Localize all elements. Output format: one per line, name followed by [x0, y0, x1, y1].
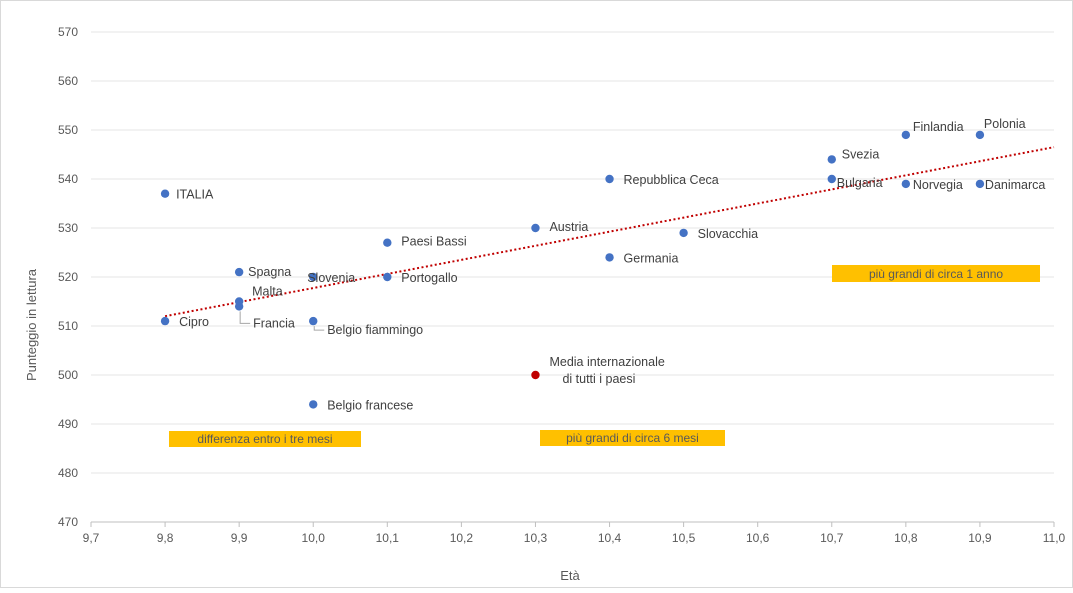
data-point — [160, 189, 170, 198]
data-point — [901, 179, 911, 189]
annotation-text: più grandi di circa 6 mesi — [566, 431, 699, 445]
data-point — [605, 253, 614, 262]
data-point — [234, 302, 244, 311]
y-tick-label: 500 — [58, 368, 78, 382]
point-label: Polonia — [984, 117, 1026, 131]
y-tick-label: 490 — [58, 417, 78, 431]
point-label: Cipro — [179, 315, 209, 329]
data-point — [309, 316, 318, 326]
y-tick-label: 470 — [58, 515, 78, 529]
y-tick-label: 540 — [58, 172, 78, 186]
point-label: Germania — [624, 251, 679, 265]
point-label: Paesi Bassi — [401, 235, 466, 249]
x-tick-label: 10,2 — [450, 531, 474, 545]
y-tick-label: 530 — [58, 221, 78, 235]
x-tick-label: 10,1 — [376, 531, 400, 545]
annotation-box — [169, 431, 361, 447]
data-point — [975, 179, 985, 189]
point-label: Svezia — [842, 147, 880, 161]
data-point — [383, 272, 392, 282]
point-label: Francia — [253, 316, 295, 330]
point-label: Norvegia — [913, 178, 963, 192]
leader-lines — [239, 311, 325, 331]
x-tick-label: 10,3 — [524, 531, 548, 545]
y-tick-label: 480 — [58, 466, 78, 480]
data-point — [605, 174, 614, 184]
annotation-box — [540, 430, 725, 446]
point-label: Repubblica Ceca — [624, 173, 719, 187]
point-label: Danimarca — [985, 178, 1045, 192]
x-axis-title: Età — [560, 568, 580, 583]
x-tick-label: 10,0 — [302, 531, 326, 545]
x-tick-label: 9,8 — [157, 531, 174, 545]
data-point — [160, 316, 170, 326]
y-axis-title: Punteggio in lettura — [24, 268, 39, 381]
x-tick-label: 10,4 — [598, 531, 622, 545]
y-tick-label: 550 — [58, 123, 78, 137]
y-tick-label: 570 — [58, 25, 78, 39]
annotation-box — [832, 265, 1040, 282]
x-tick-label: 9,7 — [83, 531, 100, 545]
point-label: Finlandia — [913, 120, 964, 134]
point-label: Bulgaria — [837, 176, 883, 190]
data-point — [531, 223, 540, 233]
point-label: Belgio fiammingo — [327, 323, 423, 337]
x-tick-label: 10,8 — [894, 531, 918, 545]
annotation-text: differenza entro i tre mesi — [197, 432, 332, 446]
point-label: Spagna — [248, 265, 291, 279]
data-point — [309, 400, 318, 409]
data-point — [975, 130, 985, 140]
x-tick-label: 10,6 — [746, 531, 770, 545]
y-tick-label: 560 — [58, 74, 78, 88]
point-label: Malta — [252, 285, 283, 299]
point-label: Slovenia — [307, 271, 355, 285]
data-point — [901, 130, 911, 140]
x-tick-label: 11,0 — [1043, 531, 1066, 545]
data-point — [679, 228, 688, 238]
point-label: di tutti i paesi — [562, 372, 635, 386]
y-tick-label: 520 — [58, 270, 78, 284]
x-tick-label: 10,5 — [672, 531, 696, 545]
annotation-boxes: differenza entro i tre mesi più grandi di… — [169, 265, 1040, 447]
x-tick-label: 10,7 — [820, 531, 844, 545]
point-label: Portogallo — [401, 271, 457, 285]
axes: 470 480 490 500 510 520 530 540 550 560 570 9,7 9,8 9… — [58, 25, 1066, 545]
point-labels: ITALIA Cipro Spagna Malta Francia Slovenia Bel… — [176, 117, 1045, 412]
gridlines — [91, 31, 1054, 474]
point-label: Austria — [549, 220, 588, 234]
leader-line — [313, 326, 325, 331]
data-point — [309, 272, 318, 282]
x-tick-label: 9,9 — [231, 531, 248, 545]
x-tick-label: 10,9 — [968, 531, 992, 545]
point-label: ITALIA — [176, 188, 214, 202]
point-label: Belgio francese — [327, 398, 413, 412]
data-point — [383, 238, 392, 247]
y-tick-label: 510 — [58, 319, 78, 333]
data-point — [234, 267, 244, 277]
point-label: Slovacchia — [698, 227, 758, 241]
data-points — [160, 130, 985, 409]
data-point — [827, 155, 836, 164]
point-label: Media internazionale — [549, 355, 664, 369]
leader-line — [239, 311, 251, 324]
annotation-text: più grandi di circa 1 anno — [869, 267, 1003, 281]
data-point — [827, 174, 836, 184]
data-point — [531, 370, 540, 380]
